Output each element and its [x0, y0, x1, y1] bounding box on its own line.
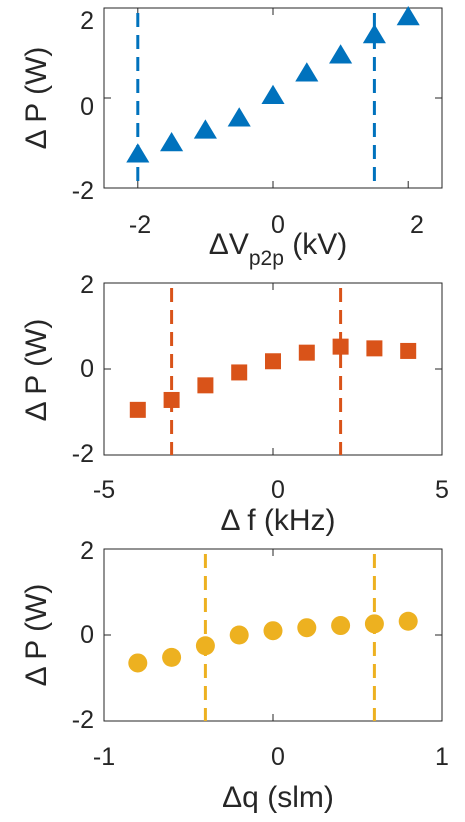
data-point [362, 24, 386, 44]
data-point [128, 653, 148, 673]
x-axis-label: Δ f (kHz) [220, 504, 335, 537]
y-axis-label: Δ P (W) [20, 47, 53, 150]
ytick-label: 0 [80, 621, 94, 649]
y-axis-label: Δ P (W) [20, 584, 53, 687]
data-point [126, 143, 150, 163]
data-point [265, 353, 281, 370]
data-point [332, 338, 349, 355]
xtick-label: 1 [435, 743, 449, 771]
xtick-label: -5 [93, 476, 115, 504]
flow-marks [103, 548, 443, 722]
data-point [227, 107, 251, 127]
data-point [231, 364, 248, 381]
data-point [398, 611, 418, 631]
ytick-label: 2 [80, 537, 94, 565]
x-axis-label-unit: (kV) [284, 228, 347, 261]
x-axis-label: Δq (slm) [222, 781, 334, 814]
data-point [160, 132, 184, 152]
panel-frequency: 2 0 -2 -5 0 5 Δ f (kHz) Δ P (W) [20, 271, 449, 537]
data-point [366, 340, 383, 357]
data-point [261, 84, 285, 104]
xtick-label: 0 [271, 476, 285, 504]
data-point [129, 401, 146, 418]
xtick-label: 5 [435, 476, 449, 504]
ytick-label: 2 [80, 271, 94, 299]
x-axis-label-main: ΔV [209, 228, 249, 261]
panel-voltage: 2 0 -2 -2 0 2 ΔVp2p (kV) Δ P (W) [20, 6, 443, 270]
ytick-label: -2 [72, 177, 94, 205]
voltage-marks [104, 6, 442, 189]
data-point [193, 119, 217, 139]
ytick-label: -2 [72, 440, 94, 468]
ytick-label: 0 [80, 93, 94, 121]
data-point [400, 342, 417, 359]
xtick-label: -2 [129, 211, 151, 239]
data-point [297, 618, 317, 638]
data-point [263, 621, 283, 641]
data-point [229, 625, 249, 645]
data-point [163, 391, 180, 408]
xtick-label: 2 [410, 211, 424, 239]
x-axis-label: ΔVp2p (kV) [209, 228, 347, 270]
data-point [195, 636, 215, 656]
data-point [329, 44, 353, 64]
data-point [364, 614, 384, 634]
xtick-label: 0 [271, 743, 285, 771]
xtick-label: 0 [271, 211, 285, 239]
frequency-marks [103, 282, 443, 456]
ytick-label: 2 [80, 7, 94, 35]
data-point [295, 62, 319, 82]
xtick-label: -1 [93, 743, 115, 771]
data-point [396, 6, 420, 26]
data-point [298, 344, 315, 361]
panel-flow: 2 0 -2 -1 0 1 Δq (slm) Δ P (W) [20, 537, 449, 814]
data-point [162, 647, 182, 667]
y-axis-label: Δ P (W) [20, 319, 53, 422]
ytick-label: -2 [72, 706, 94, 734]
x-axis-label-sub: p2p [249, 247, 284, 270]
ytick-label: 0 [80, 355, 94, 383]
data-point [331, 616, 351, 636]
data-point [197, 377, 214, 394]
